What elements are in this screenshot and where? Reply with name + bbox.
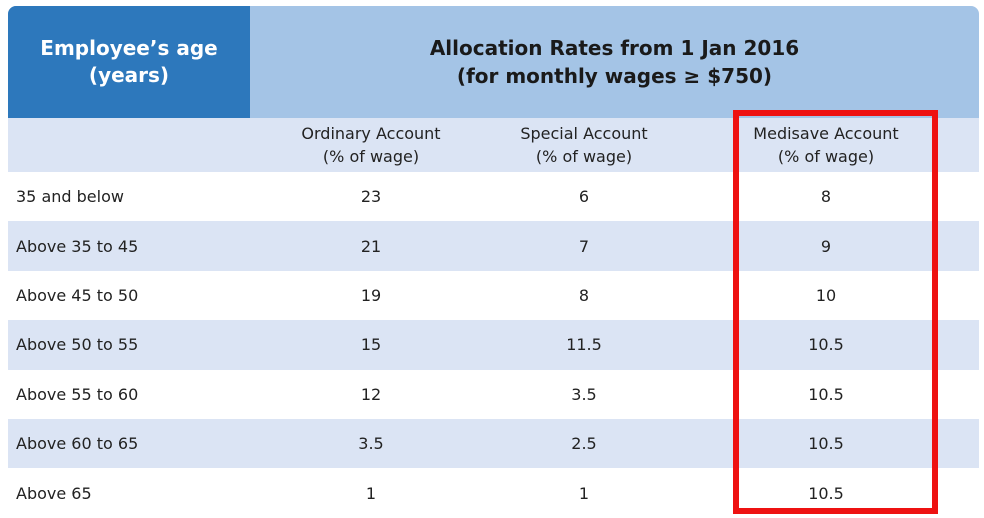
table-row: Above 60 to 65 3.5 2.5 10.5 bbox=[8, 419, 979, 469]
column-unit: (% of wage) bbox=[777, 147, 875, 166]
column-subheader-row: Ordinary Account (% of wage) Special Acc… bbox=[8, 118, 979, 172]
special-cell: 8 bbox=[578, 285, 590, 305]
rates-header: Allocation Rates from 1 Jan 2016 (for mo… bbox=[250, 6, 979, 118]
table-row: 35 and below 23 6 8 bbox=[8, 172, 979, 221]
rates-header-title: Allocation Rates from 1 Jan 2016 bbox=[429, 36, 800, 60]
age-cell: Above 65 bbox=[16, 483, 92, 503]
special-cell: 3.5 bbox=[571, 384, 597, 404]
medisave-cell: 10.5 bbox=[808, 483, 844, 503]
table-row: Above 65 1 1 10.5 bbox=[8, 468, 979, 517]
ordinary-cell: 3.5 bbox=[358, 434, 384, 454]
medisave-cell: 10.5 bbox=[808, 335, 844, 355]
medisave-cell: 8 bbox=[820, 187, 832, 207]
age-cell: Above 45 to 50 bbox=[16, 285, 139, 305]
special-account-header: Special Account (% of wage) bbox=[492, 118, 676, 172]
ordinary-cell: 12 bbox=[360, 384, 382, 404]
age-header-title: Employee’s age bbox=[40, 36, 218, 60]
ordinary-cell: 23 bbox=[360, 187, 382, 207]
table-header: Employee’s age (years) Allocation Rates … bbox=[8, 6, 979, 118]
special-cell: 7 bbox=[578, 236, 590, 256]
medisave-cell: 10.5 bbox=[808, 384, 844, 404]
medisave-cell: 9 bbox=[820, 236, 832, 256]
special-cell: 2.5 bbox=[571, 434, 597, 454]
age-cell: Above 35 to 45 bbox=[16, 236, 139, 256]
ordinary-cell: 15 bbox=[360, 335, 382, 355]
table-row: Above 35 to 45 21 7 9 bbox=[8, 221, 979, 271]
medisave-cell: 10.5 bbox=[808, 434, 844, 454]
table-row: Above 50 to 55 15 11.5 10.5 bbox=[8, 320, 979, 370]
age-cell: Above 50 to 55 bbox=[16, 335, 139, 355]
age-cell: Above 55 to 60 bbox=[16, 384, 139, 404]
ordinary-account-header: Ordinary Account (% of wage) bbox=[250, 118, 492, 172]
medisave-cell: 10 bbox=[815, 285, 837, 305]
rates-header-subtitle: (for monthly wages ≥ $750) bbox=[456, 64, 773, 88]
age-column-header: Employee’s age (years) bbox=[8, 6, 250, 118]
table-row: Above 55 to 60 12 3.5 10.5 bbox=[8, 370, 979, 419]
age-cell: 35 and below bbox=[16, 187, 124, 207]
ordinary-cell: 1 bbox=[365, 483, 377, 503]
special-cell: 11.5 bbox=[566, 335, 602, 355]
column-name: Special Account bbox=[520, 124, 648, 143]
column-name: Medisave Account bbox=[753, 124, 899, 143]
special-cell: 6 bbox=[578, 187, 590, 207]
table-row: Above 45 to 50 19 8 10 bbox=[8, 271, 979, 320]
medisave-account-header: Medisave Account (% of wage) bbox=[726, 118, 926, 172]
special-cell: 1 bbox=[578, 483, 590, 503]
age-cell: Above 60 to 65 bbox=[16, 434, 139, 454]
age-header-subtitle: (years) bbox=[88, 63, 170, 87]
ordinary-cell: 19 bbox=[360, 285, 382, 305]
column-name: Ordinary Account bbox=[301, 124, 441, 143]
ordinary-cell: 21 bbox=[360, 236, 382, 256]
allocation-rates-table: Employee’s age (years) Allocation Rates … bbox=[8, 6, 979, 518]
column-unit: (% of wage) bbox=[535, 147, 633, 166]
column-unit: (% of wage) bbox=[322, 147, 420, 166]
